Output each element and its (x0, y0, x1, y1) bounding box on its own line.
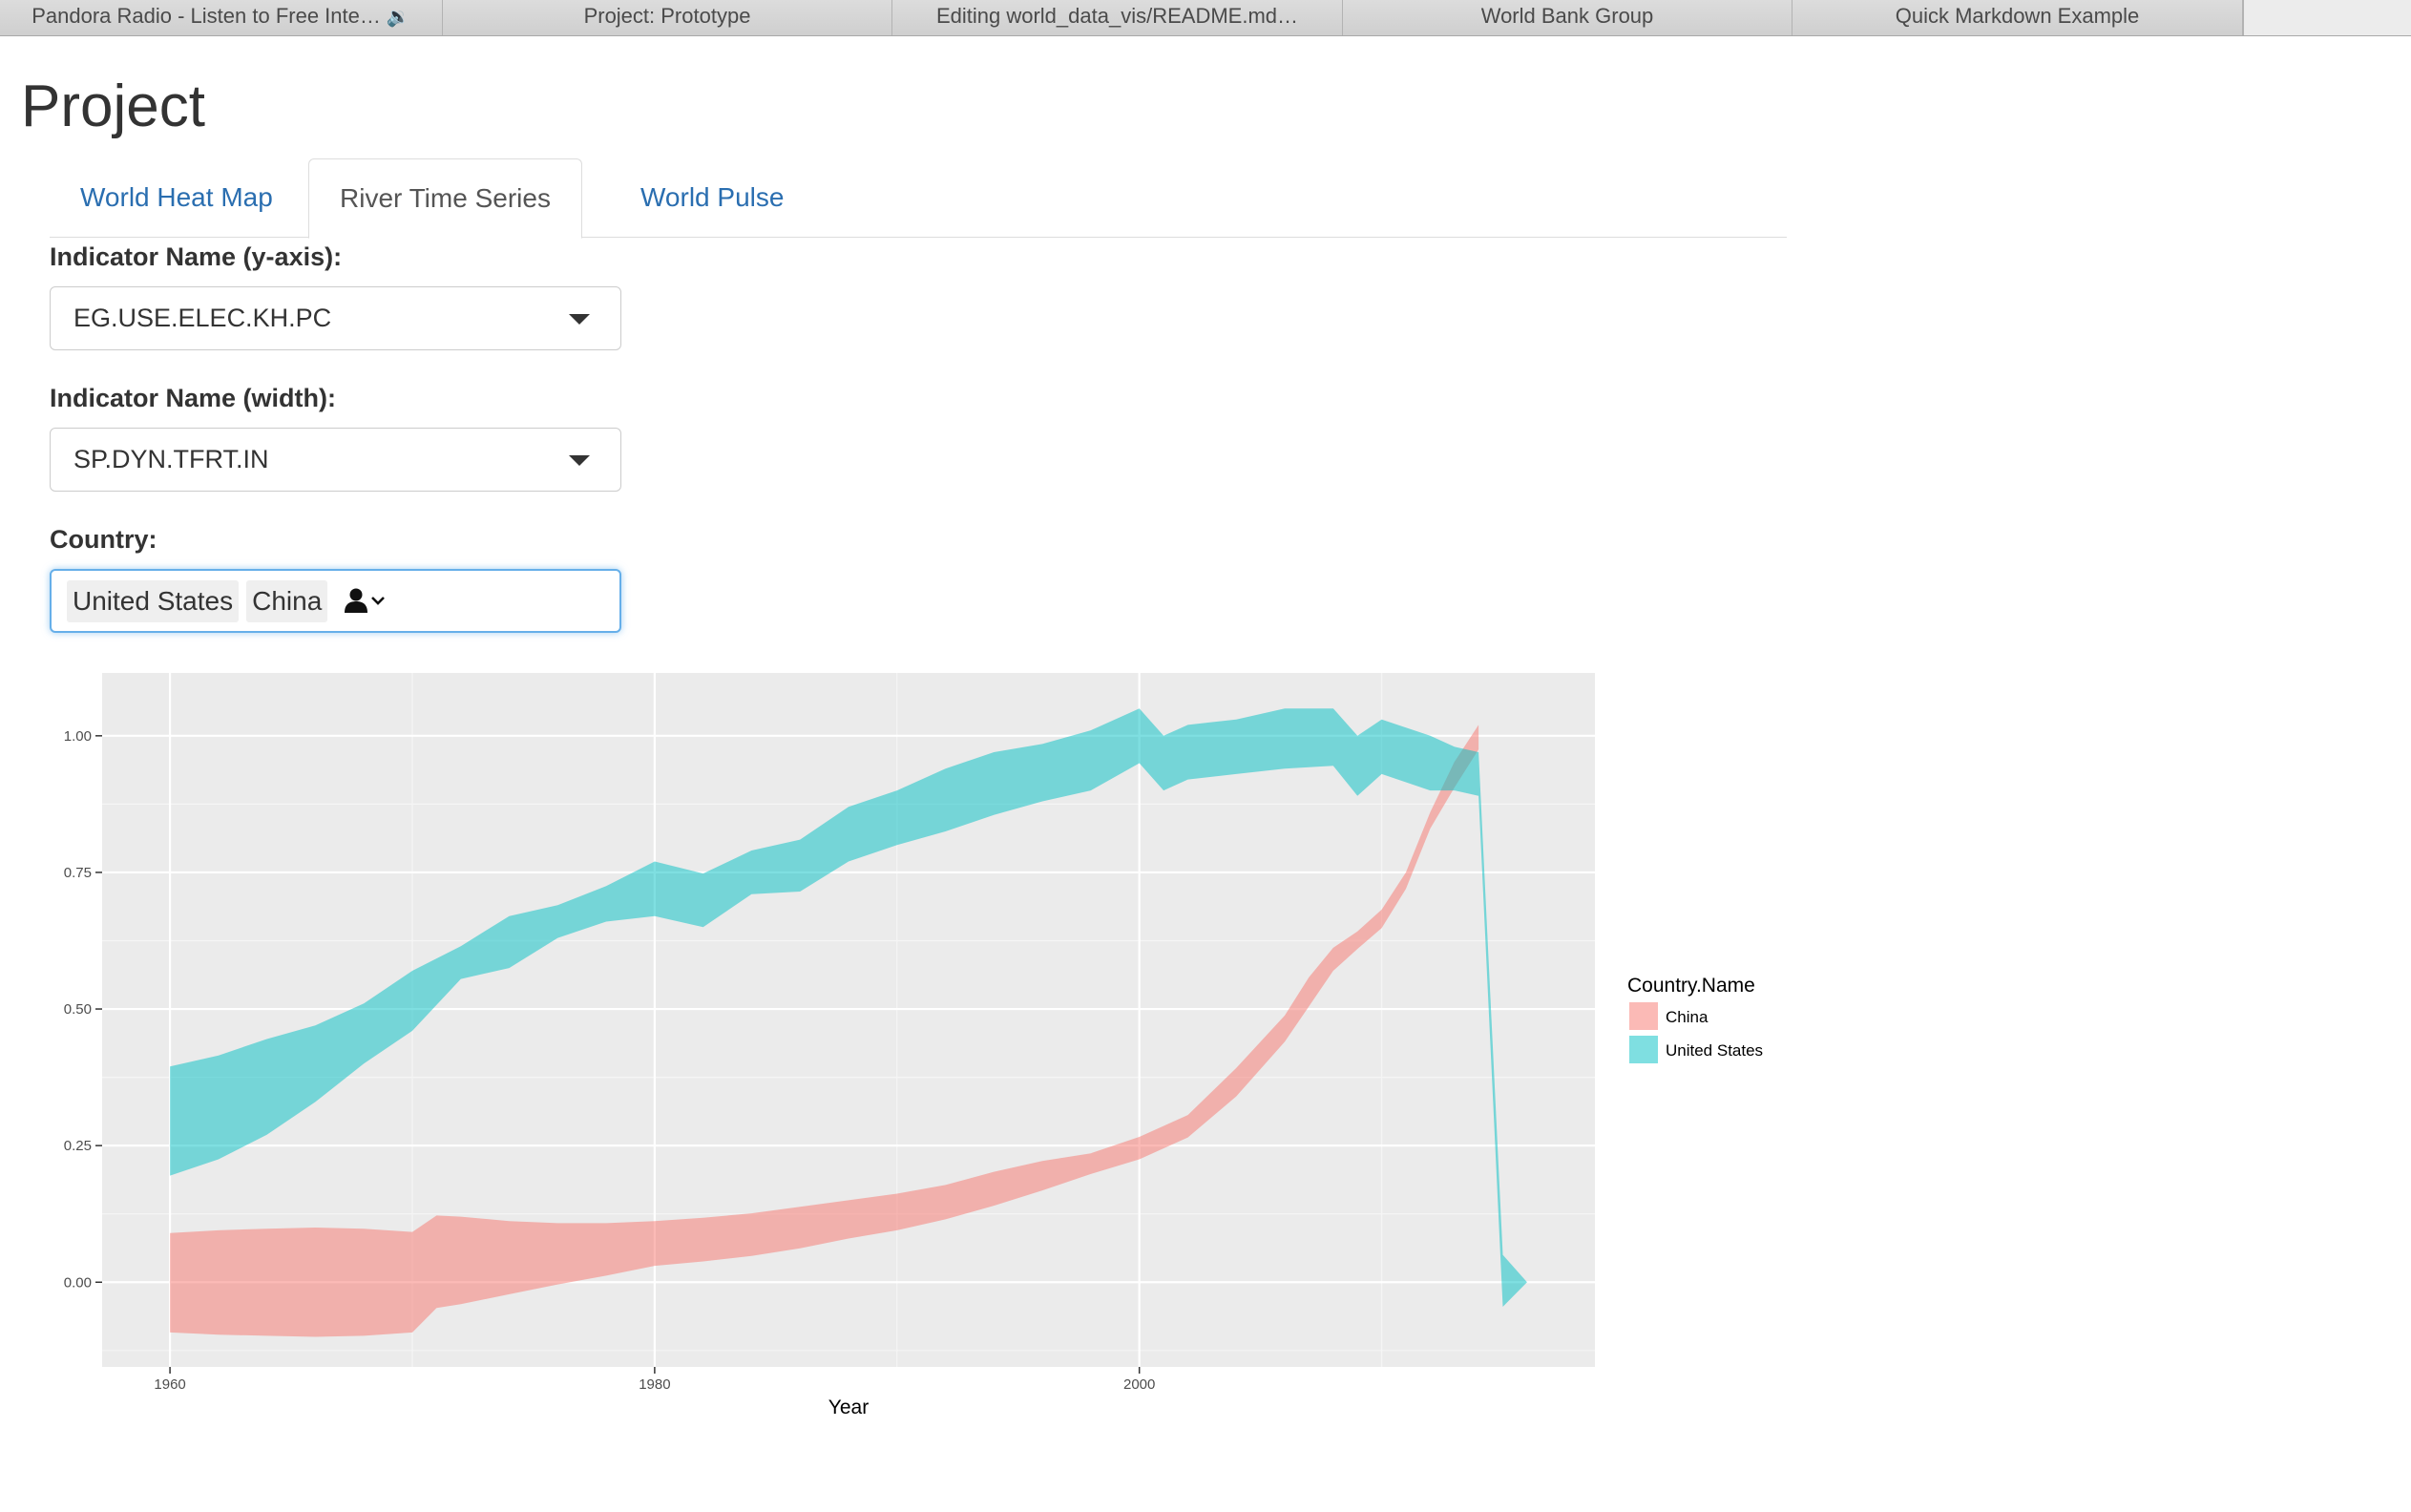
chevron-down-icon (371, 597, 385, 605)
y-indicator-label: Indicator Name (y-axis): (50, 242, 343, 271)
browser-tab-project-prototype[interactable]: Project: Prototype (443, 0, 892, 35)
y-axis: 0.00 0.25 0.50 0.75 1.00 (64, 728, 102, 1291)
browser-tab-label: World Bank Group (1480, 4, 1654, 28)
x-tick-label: 1980 (639, 1376, 670, 1393)
legend-title: Country.Name (1627, 975, 1755, 997)
country-chip-united-states[interactable]: United States (67, 580, 240, 622)
page-title: Project (21, 74, 205, 139)
y-tick-label: 0.50 (64, 1001, 92, 1018)
x-axis: 1960 1980 2000 (154, 1367, 1155, 1393)
y-tick-label: 0.00 (64, 1274, 92, 1291)
country-multiselect[interactable]: United States China (50, 569, 621, 633)
minor-gridlines (102, 673, 1595, 1367)
browser-tab-editing-readme[interactable]: Editing world_data_vis/README.md… (892, 0, 1343, 35)
browser-tab-label: Project: Prototype (583, 4, 751, 28)
legend-label-china: China (1666, 1008, 1709, 1026)
y-indicator-value: EG.USE.ELEC.KH.PC (73, 304, 332, 332)
tab-world-pulse[interactable]: World Pulse (640, 182, 785, 212)
x-tick-label: 1960 (154, 1376, 185, 1393)
series-layer (170, 708, 1527, 1337)
legend-key-united-states (1629, 1036, 1658, 1063)
legend: Country.Name China United States (1627, 975, 1763, 1063)
y-tick-label: 1.00 (64, 728, 92, 745)
y-tick-label: 0.25 (64, 1138, 92, 1154)
ribbon-united-states (170, 708, 1527, 1307)
ribbon-china (170, 724, 1479, 1337)
browser-tab-world-bank[interactable]: World Bank Group (1343, 0, 1793, 35)
browser-tab-strip: Pandora Radio - Listen to Free Inte… 🔉 Pr… (0, 0, 2411, 36)
browser-tab-label: Quick Markdown Example (1895, 4, 2140, 28)
y-tick-label: 0.75 (64, 865, 92, 881)
browser-tab-pandora[interactable]: Pandora Radio - Listen to Free Inte… 🔉 (0, 0, 443, 35)
tab-river-time-series[interactable]: River Time Series (308, 158, 582, 239)
country-label: Country: (50, 525, 157, 554)
caret-down-icon (569, 455, 590, 466)
browser-tab-label: Pandora Radio - Listen to Free Inte… (31, 4, 381, 28)
country-chip-china[interactable]: China (246, 580, 328, 622)
y-indicator-select[interactable]: EG.USE.ELEC.KH.PC (50, 286, 621, 350)
app-tab-nav: World Heat Map River Time Series World P… (50, 158, 1787, 239)
tab-world-heat-map[interactable]: World Heat Map (80, 182, 273, 212)
browser-tab-label: Editing world_data_vis/README.md… (935, 4, 1299, 28)
browser-tab-markdown-example[interactable]: Quick Markdown Example (1793, 0, 2243, 35)
width-indicator-label: Indicator Name (width): (50, 384, 337, 412)
caret-down-icon (569, 314, 590, 325)
x-tick-label: 2000 (1123, 1376, 1155, 1393)
legend-key-china (1629, 1002, 1658, 1030)
person-icon (345, 588, 367, 613)
new-tab-area[interactable] (2243, 0, 2411, 35)
width-indicator-select[interactable]: SP.DYN.TFRT.IN (50, 428, 621, 492)
legend-label-united-states: United States (1666, 1041, 1763, 1060)
x-axis-title: Year (828, 1396, 869, 1418)
width-indicator-value: SP.DYN.TFRT.IN (73, 445, 269, 473)
speaker-icon[interactable]: 🔉 (386, 7, 410, 28)
